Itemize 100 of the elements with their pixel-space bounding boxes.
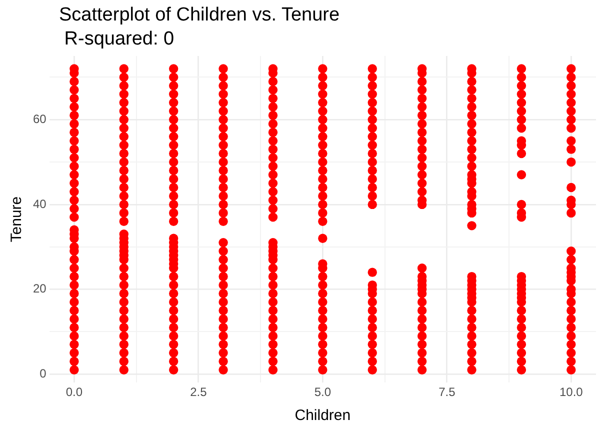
point bbox=[566, 254, 576, 264]
point bbox=[168, 314, 178, 324]
point bbox=[268, 204, 278, 214]
point bbox=[268, 314, 278, 324]
x-tick-label: 5.0 bbox=[314, 385, 332, 400]
point bbox=[417, 153, 427, 162]
point bbox=[168, 166, 178, 176]
point bbox=[119, 331, 128, 341]
point bbox=[318, 365, 328, 374]
point bbox=[368, 340, 377, 350]
point bbox=[268, 272, 278, 282]
point bbox=[318, 106, 328, 116]
point bbox=[566, 331, 576, 341]
point bbox=[168, 216, 178, 226]
point bbox=[566, 348, 576, 358]
point bbox=[218, 132, 228, 142]
point bbox=[368, 132, 377, 142]
point bbox=[318, 115, 328, 124]
point bbox=[566, 208, 576, 218]
point bbox=[218, 297, 228, 307]
point bbox=[368, 365, 377, 374]
point bbox=[318, 280, 328, 290]
point bbox=[119, 81, 128, 90]
point bbox=[119, 208, 128, 218]
point bbox=[218, 356, 228, 366]
point bbox=[417, 365, 427, 374]
point bbox=[70, 153, 79, 162]
point bbox=[268, 162, 278, 171]
point bbox=[119, 64, 128, 74]
point bbox=[168, 182, 178, 192]
point bbox=[218, 81, 228, 90]
point bbox=[467, 314, 476, 324]
point bbox=[516, 106, 526, 116]
point bbox=[70, 85, 79, 95]
point bbox=[368, 191, 377, 201]
point bbox=[168, 200, 178, 210]
point bbox=[168, 98, 178, 108]
point bbox=[268, 331, 278, 341]
point bbox=[119, 124, 128, 133]
point bbox=[218, 157, 228, 167]
point bbox=[368, 348, 377, 358]
y-axis-title: Tenure bbox=[8, 196, 26, 242]
point bbox=[218, 331, 228, 341]
point bbox=[566, 72, 576, 82]
point bbox=[268, 297, 278, 307]
point bbox=[268, 76, 278, 86]
point bbox=[516, 200, 526, 210]
point bbox=[516, 64, 526, 74]
point bbox=[168, 106, 178, 116]
point bbox=[368, 72, 377, 82]
point bbox=[566, 115, 576, 124]
point bbox=[516, 115, 526, 124]
point bbox=[168, 280, 178, 290]
point bbox=[368, 306, 377, 316]
point bbox=[417, 178, 427, 188]
point bbox=[417, 263, 427, 273]
point bbox=[119, 297, 128, 307]
point bbox=[268, 119, 278, 128]
point bbox=[218, 238, 228, 248]
point bbox=[516, 148, 526, 158]
point bbox=[467, 340, 476, 350]
point bbox=[70, 136, 79, 146]
point bbox=[318, 322, 328, 332]
x-tick-label: 2.5 bbox=[190, 385, 208, 400]
point bbox=[417, 128, 427, 137]
point bbox=[168, 356, 178, 366]
x-tick-label: 7.5 bbox=[438, 385, 456, 400]
point bbox=[516, 340, 526, 350]
point bbox=[368, 174, 377, 184]
point bbox=[70, 322, 79, 332]
point bbox=[417, 162, 427, 171]
point bbox=[218, 288, 228, 298]
point bbox=[268, 144, 278, 154]
point bbox=[119, 72, 128, 82]
point bbox=[318, 234, 328, 243]
point bbox=[368, 148, 377, 158]
point bbox=[168, 72, 178, 82]
point bbox=[268, 348, 278, 358]
point bbox=[218, 263, 228, 273]
point bbox=[168, 64, 178, 74]
point bbox=[467, 221, 476, 230]
point bbox=[218, 254, 228, 264]
point bbox=[318, 124, 328, 133]
point bbox=[318, 72, 328, 82]
point bbox=[268, 263, 278, 273]
point bbox=[119, 314, 128, 324]
point bbox=[566, 64, 576, 74]
point bbox=[268, 170, 278, 180]
point bbox=[218, 306, 228, 316]
point bbox=[318, 182, 328, 192]
point bbox=[516, 98, 526, 108]
point bbox=[70, 297, 79, 307]
point bbox=[417, 322, 427, 332]
point bbox=[119, 174, 128, 184]
point bbox=[70, 356, 79, 366]
point bbox=[70, 212, 79, 222]
point bbox=[119, 365, 128, 374]
point bbox=[417, 356, 427, 366]
point bbox=[119, 340, 128, 350]
point bbox=[318, 64, 328, 74]
